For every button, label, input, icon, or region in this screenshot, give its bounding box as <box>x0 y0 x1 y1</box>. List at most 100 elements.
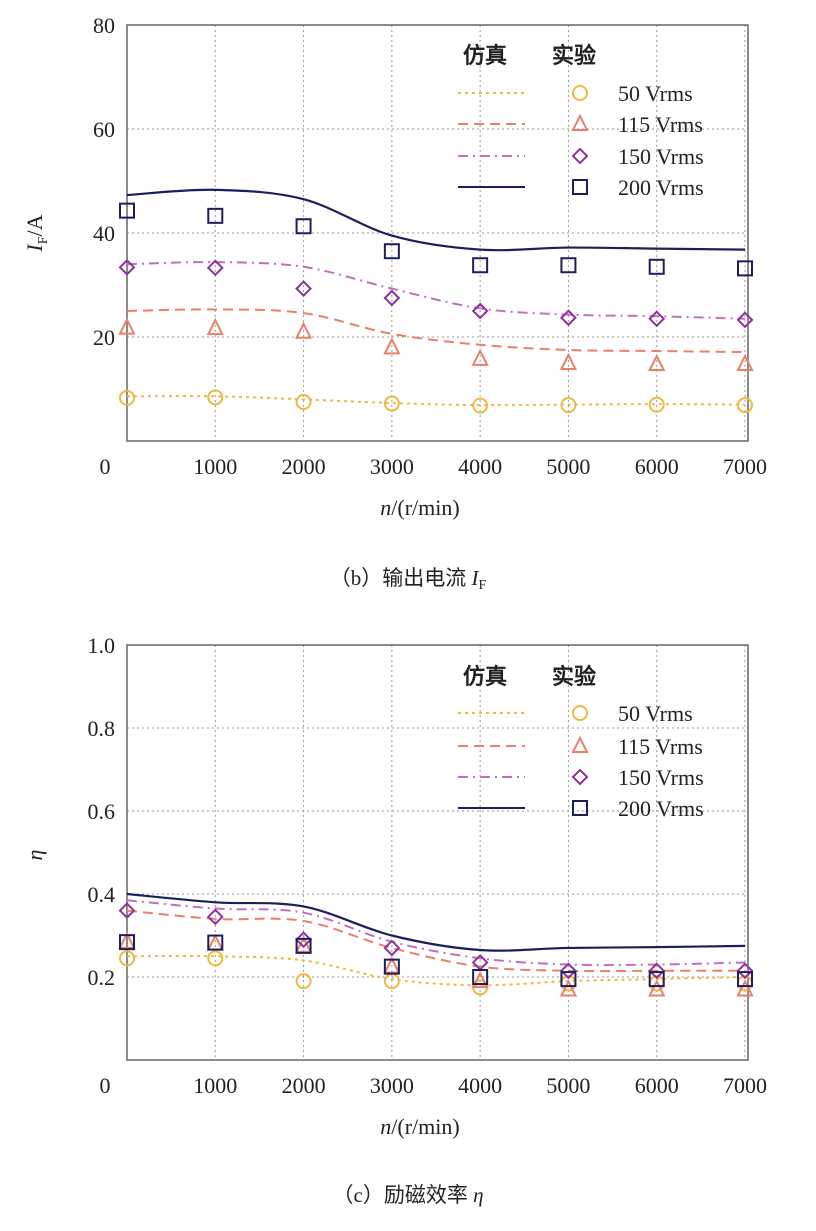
figure-caption: （b）输出电流 IF <box>330 566 487 593</box>
experiment-point-triangle <box>294 321 313 339</box>
chart-b: 0 1000 2000 3000 4000 5000 6000 7000 20 40 60 80 n/(… <box>22 13 767 593</box>
experiment-point-square <box>119 934 135 951</box>
experiment-point-square <box>472 969 489 985</box>
legend-header-simulation: 仿真 <box>463 43 507 68</box>
y-tick-label: 80 <box>93 13 115 38</box>
experiment-point-diamond <box>736 311 754 329</box>
x-tick-label: 4000 <box>458 454 502 479</box>
x-axis-label-var: n <box>380 495 391 520</box>
y-tick-label: 0.6 <box>88 799 116 824</box>
x-tick-label: 2000 <box>282 1073 326 1098</box>
simulation-line-115-vrms <box>126 909 745 973</box>
y-axis-label-sub: F <box>36 236 51 244</box>
experiment-point-circle <box>119 950 135 967</box>
legend: 仿真 实验 50 Vrms 115 Vrms 150 Vrms 200 Vrms <box>458 664 704 821</box>
experiment-point-circle <box>472 397 489 414</box>
experiment-point-diamond <box>118 902 136 920</box>
experiment-point-square <box>207 207 224 224</box>
legend-marker-circle <box>572 85 588 101</box>
x-axis-label: n/(r/min) <box>380 1114 459 1139</box>
legend-marker-square <box>572 800 588 816</box>
experiment-point-diamond <box>648 962 666 980</box>
chart-c: 0 1000 2000 3000 4000 5000 6000 7000 0.2 0.4 0.6 0.… <box>22 633 767 1207</box>
experiment-point-circle <box>560 397 577 414</box>
experiment-point-square <box>737 971 753 988</box>
legend-label: 50 Vrms <box>618 81 693 106</box>
legend-marker-triangle <box>571 735 589 753</box>
legend-marker-circle <box>572 705 588 721</box>
experiment-point-triangle <box>559 979 578 997</box>
caption-symbol: I <box>470 566 479 590</box>
caption-text: （b）输出电流 <box>330 566 472 590</box>
caption-sub: F <box>478 578 486 593</box>
experiment-point-diamond <box>383 939 401 957</box>
legend: 仿真 实验 50 Vrms 115 Vrms 150 Vrms 200 Vrms <box>458 43 704 200</box>
experiment-point-triangle <box>118 931 136 949</box>
experiment-point-triangle <box>471 970 489 989</box>
legend-label: 150 Vrms <box>618 144 704 169</box>
simulation-line-200-vrms <box>126 892 746 952</box>
x-tick-label: 4000 <box>458 1073 502 1098</box>
experiment-point-square <box>648 258 665 275</box>
experiment-point-diamond <box>471 302 489 320</box>
experiment-point-triangle <box>471 348 489 366</box>
experiment-point-diamond <box>118 258 136 276</box>
experiment-point-square <box>295 937 312 954</box>
experiment-point-triangle <box>206 933 224 951</box>
legend-marker-diamond <box>571 147 589 165</box>
experiment-point-diamond <box>383 289 401 307</box>
experiment-point-diamond <box>560 962 577 980</box>
y-tick-label: 40 <box>93 221 115 246</box>
experiment-point-triangle <box>383 337 401 355</box>
simulation-line-115-vrms <box>126 308 746 354</box>
experiment-point-circle <box>295 394 312 410</box>
figure-caption: （c）励磁效率 η <box>333 1183 484 1207</box>
experiment-point-diamond <box>295 280 312 298</box>
experiment-point-diamond <box>206 908 224 926</box>
experiment-point-diamond <box>206 259 224 277</box>
legend-label: 200 Vrms <box>618 175 704 200</box>
experiment-point-circle <box>383 395 400 412</box>
x-tick-label: 5000 <box>546 1073 590 1098</box>
x-tick-label: 6000 <box>635 454 679 479</box>
experiment-point-diamond <box>648 310 666 328</box>
experiment-point-diamond <box>736 962 754 980</box>
experiment-point-triangle <box>294 935 313 953</box>
simulation-line-150-vrms <box>126 899 746 967</box>
experiment-point-circle <box>119 389 135 406</box>
x-tick-label: 7000 <box>723 1073 767 1098</box>
experiment-point-circle <box>207 389 224 406</box>
caption-text: （c）励磁效率 <box>333 1183 474 1207</box>
experiment-point-square <box>648 971 665 988</box>
legend-label: 200 Vrms <box>618 796 704 821</box>
experiment-point-triangle <box>559 352 578 370</box>
y-axis-label-var: I <box>22 243 47 253</box>
legend-label: 115 Vrms <box>618 112 703 137</box>
x-tick-label: 7000 <box>723 454 767 479</box>
y-tick-label: 60 <box>93 117 115 142</box>
y-axis-label: η <box>22 850 47 861</box>
x-tick-label: 2000 <box>282 454 326 479</box>
experiment-point-square <box>560 257 577 274</box>
legend-header-experiment: 实验 <box>552 664 596 689</box>
experiment-point-square <box>737 260 753 277</box>
y-axis-label: IF/A <box>22 214 51 252</box>
experiment-point-triangle <box>648 353 666 372</box>
simulation-line-50-vrms <box>126 395 746 407</box>
simulation-line-200-vrms <box>126 188 746 252</box>
x-tick-label: 5000 <box>546 454 590 479</box>
legend-marker-diamond <box>571 768 589 786</box>
y-axis-label-unit: /A <box>22 214 47 236</box>
x-tick-label: 3000 <box>370 1073 414 1098</box>
experiment-point-square <box>295 218 312 235</box>
plot-frame <box>126 644 749 1061</box>
x-tick-label: 6000 <box>635 1073 679 1098</box>
experiment-point-square <box>119 202 135 219</box>
experiment-point-circle <box>737 397 753 414</box>
experiment-point-diamond <box>560 309 577 327</box>
experiment-point-circle <box>295 973 312 990</box>
legend-marker-square <box>572 179 588 195</box>
legend-label: 150 Vrms <box>618 765 704 790</box>
y-tick-label: 1.0 <box>88 633 116 658</box>
experiment-point-diamond <box>295 931 312 949</box>
